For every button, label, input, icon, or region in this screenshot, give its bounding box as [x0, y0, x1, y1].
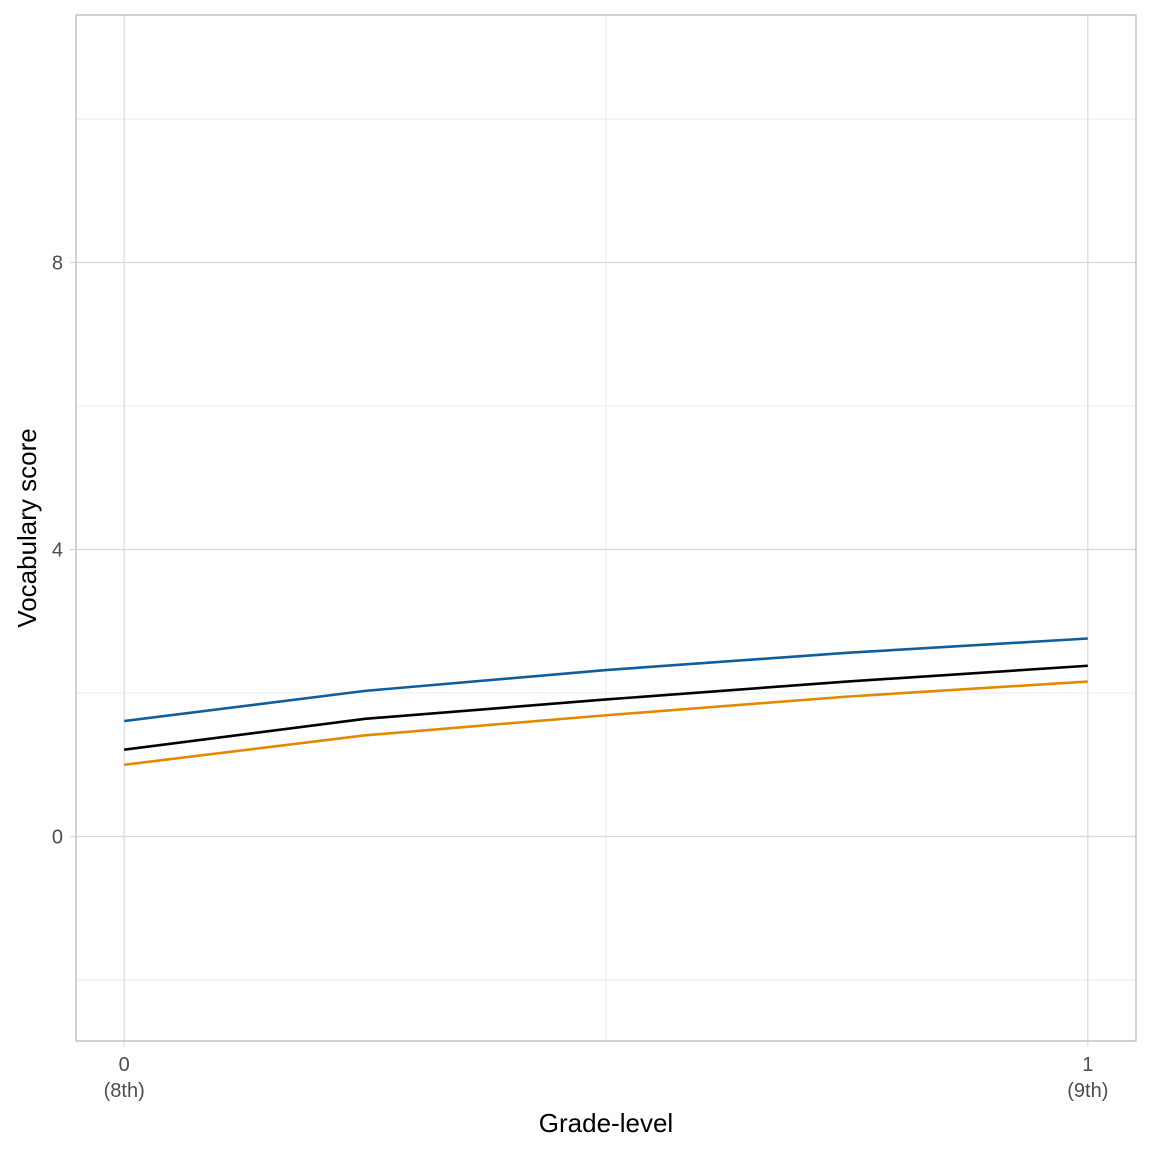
y-tick-label: 8 — [52, 253, 63, 275]
series-line-2 — [124, 664, 1088, 751]
x-tick-label: 1 — [1082, 1054, 1093, 1076]
major-gridlines — [76, 15, 1136, 1041]
y-tick-label: 0 — [52, 827, 63, 849]
x-axis-title: Grade-level — [539, 1108, 673, 1138]
x-tick-label: 0 — [119, 1054, 130, 1076]
y-axis-title: Vocabulary score — [12, 428, 42, 627]
y-tick-label: 4 — [52, 540, 63, 562]
y-axis: 0 4 8 — [52, 253, 76, 849]
series-lines — [124, 637, 1088, 767]
panel-border — [75, 14, 1137, 1042]
series-line-3 — [124, 680, 1088, 767]
minor-gridlines — [76, 15, 1136, 1041]
x-axis: 0 (8th) 1 (9th) — [104, 1041, 1108, 1102]
series-line-1 — [124, 637, 1088, 723]
x-tick-sublabel: (9th) — [1067, 1080, 1108, 1102]
x-tick-sublabel: (8th) — [104, 1080, 145, 1102]
